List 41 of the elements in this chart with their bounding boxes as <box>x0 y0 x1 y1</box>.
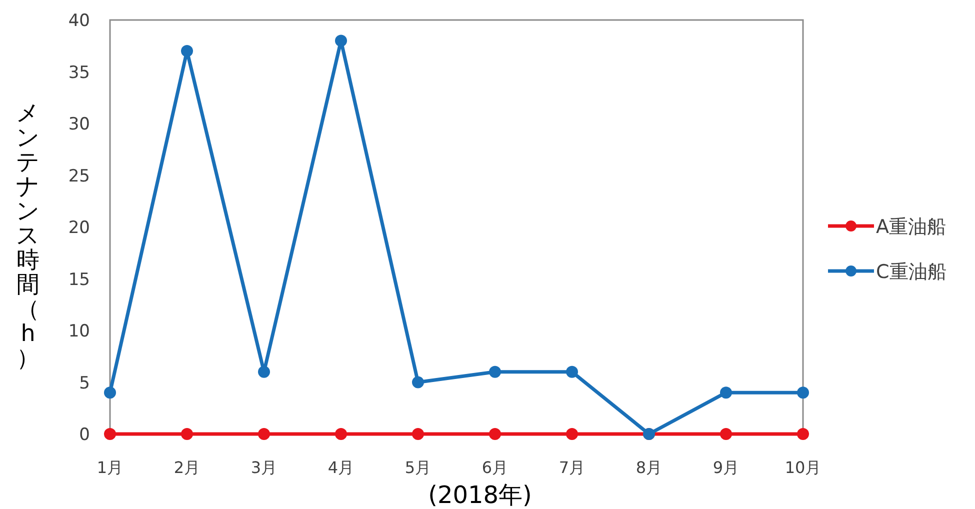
point <box>335 428 347 440</box>
y-tick-label: 20 <box>68 218 90 238</box>
x-tick-label: 5月 <box>404 458 432 477</box>
x-tick-label: 1月 <box>96 458 124 477</box>
text: メンテナンス時間（h） <box>16 100 40 372</box>
y-tick-label: 40 <box>68 11 90 31</box>
x-tick-label: 3月 <box>250 458 278 477</box>
point <box>104 386 116 399</box>
y-tick-label: 5 <box>79 373 90 394</box>
point <box>566 366 578 378</box>
x-axis-title: (2018年) <box>428 481 532 509</box>
x-tick-label: 10月 <box>784 458 822 477</box>
point <box>566 428 578 440</box>
x-tick-label: 6月 <box>482 458 508 477</box>
point <box>104 428 116 440</box>
x-tick-label: 9月 <box>712 458 740 477</box>
y-tick-label: 15 <box>68 270 90 290</box>
y-tick-label: 0 <box>79 425 90 445</box>
point <box>258 428 270 440</box>
point <box>720 428 732 440</box>
point <box>797 386 809 399</box>
point <box>258 366 270 378</box>
y-tick-label: 35 <box>68 62 90 83</box>
point <box>720 386 732 399</box>
point <box>335 34 347 47</box>
point <box>412 376 424 388</box>
y-tick-label: 30 <box>68 114 90 134</box>
x-tick-label: 4月 <box>328 458 354 477</box>
legend-label: A重油船 <box>876 216 946 238</box>
point <box>489 366 501 378</box>
legend-label: C重油船 <box>876 261 946 283</box>
x-tick-label: 7月 <box>558 458 586 477</box>
x-tick-label: 8月 <box>636 458 662 477</box>
y-tick-label: 25 <box>68 166 90 186</box>
point <box>797 428 809 440</box>
y-tick-label: 10 <box>68 322 90 342</box>
point <box>489 428 501 440</box>
point <box>181 45 193 58</box>
x-tick-label: 2月 <box>174 458 200 477</box>
point <box>181 428 193 440</box>
point <box>412 428 424 440</box>
